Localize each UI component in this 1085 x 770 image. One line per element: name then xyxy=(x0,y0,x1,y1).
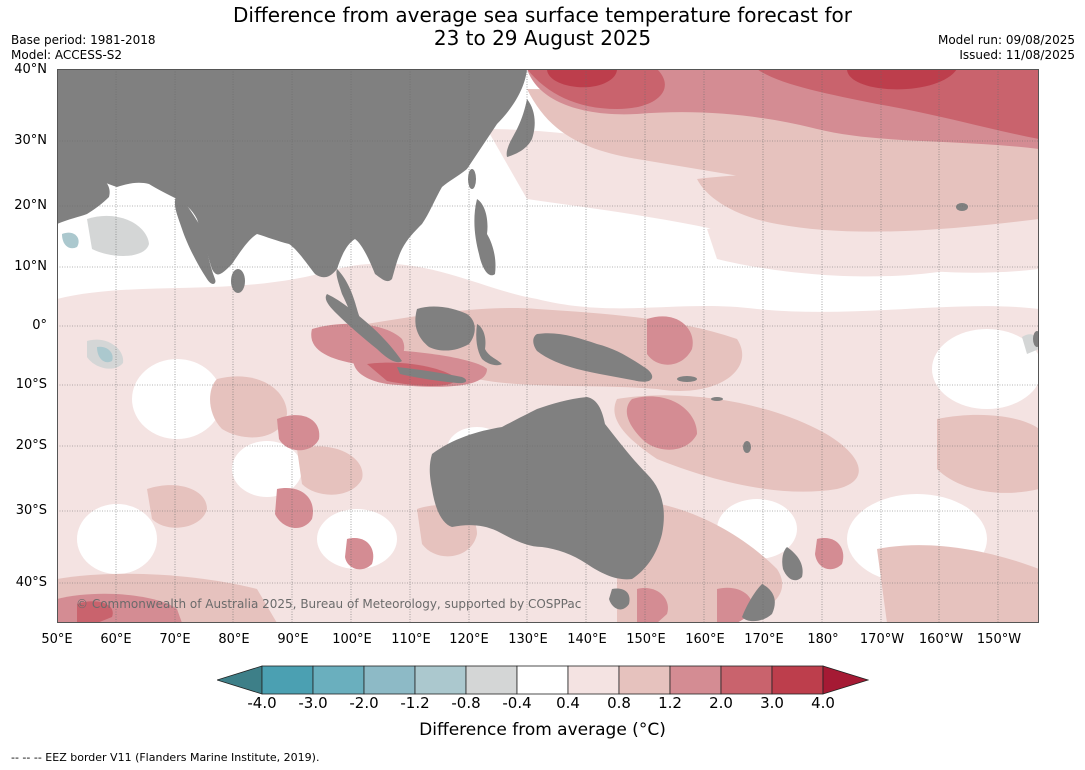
sst-anomaly-map xyxy=(57,69,1039,623)
lon-label-130e: 130°E xyxy=(508,632,548,647)
map-canvas xyxy=(57,69,1039,623)
lon-label-140e: 140°E xyxy=(567,632,607,647)
cb-tick-label: -3.0 xyxy=(298,694,328,712)
cb-tick-label: 0.8 xyxy=(607,694,631,712)
lon-label-150w: 150°W xyxy=(976,632,1022,647)
colorbar-segment xyxy=(720,665,773,695)
copyright-notice: © Commonwealth of Australia 2025, Bureau… xyxy=(76,597,582,611)
land-masses xyxy=(57,69,1039,622)
colorbar-extend-low xyxy=(217,665,263,695)
colorbar-segment xyxy=(771,665,824,695)
colorbar-segment xyxy=(618,665,671,695)
meta-right: Model run: 09/08/2025 Issued: 11/08/2025 xyxy=(938,33,1075,63)
issued-text: Issued: 11/08/2025 xyxy=(959,48,1075,62)
lon-label-170e: 170°E xyxy=(744,632,784,647)
colorbar-title-close: ) xyxy=(659,720,666,740)
lat-label-10n: 10°N xyxy=(14,259,47,274)
colorbar-segments xyxy=(217,665,869,695)
cb-tick-label: -2.0 xyxy=(349,694,379,712)
map-title: Difference from average sea surface temp… xyxy=(0,4,1085,50)
lat-label-30s: 30°S xyxy=(15,503,47,518)
model-text: Model: ACCESS-S2 xyxy=(11,48,123,62)
lat-label-40n: 40°N xyxy=(14,62,47,77)
colorbar-segment xyxy=(312,665,365,695)
meta-left: Base period: 1981-2018 Model: ACCESS-S2 xyxy=(11,33,156,63)
anomaly-band-3-0-4-0 xyxy=(547,69,957,90)
cb-tick-label: -0.4 xyxy=(502,694,532,712)
lat-label-30n: 30°N xyxy=(14,133,47,148)
lat-label-0: 0° xyxy=(32,318,47,333)
lon-label-120e: 120°E xyxy=(449,632,489,647)
cb-tick-label: 1.2 xyxy=(658,694,682,712)
lon-label-70e: 70°E xyxy=(159,632,191,647)
colorbar-segment xyxy=(363,665,416,695)
lat-label-10s: 10°S xyxy=(15,377,47,392)
model-run-text: Model run: 09/08/2025 xyxy=(937,33,1075,47)
cb-tick-label: -0.8 xyxy=(451,694,481,712)
lon-label-160e: 160°E xyxy=(685,632,725,647)
lat-label-20s: 20°S xyxy=(15,438,47,453)
lon-label-60e: 60°E xyxy=(100,632,132,647)
lon-label-90e: 90°E xyxy=(277,632,309,647)
lat-label-20n: 20°N xyxy=(14,198,47,213)
colorbar-segment xyxy=(516,665,569,695)
lon-label-170w: 170°W xyxy=(859,632,905,647)
lon-label-110e: 110°E xyxy=(391,632,431,647)
lon-label-160w: 160°W xyxy=(918,632,964,647)
cb-tick-label: -4.0 xyxy=(247,694,277,712)
lon-label-100e: 100°E xyxy=(332,632,372,647)
colorbar-title-text: Difference from average ( xyxy=(419,720,639,740)
colorbar-segment xyxy=(465,665,518,695)
lon-label-150e: 150°E xyxy=(626,632,666,647)
base-period-text: Base period: 1981-2018 xyxy=(11,33,156,47)
lon-label-50e: 50°E xyxy=(41,632,73,647)
colorbar-segment xyxy=(261,665,314,695)
map-gridlines xyxy=(57,69,1039,623)
cb-tick-label: 4.0 xyxy=(811,694,835,712)
eez-footnote: -- -- -- EEZ border V11 (Flanders Marine… xyxy=(11,751,320,764)
lon-label-180: 180° xyxy=(807,632,839,647)
lon-label-80e: 80°E xyxy=(218,632,250,647)
colorbar-extend-high xyxy=(822,665,869,695)
lat-label-40s: 40°S xyxy=(15,575,47,590)
cb-tick-label: 2.0 xyxy=(709,694,733,712)
colorbar-segment xyxy=(567,665,620,695)
colorbar-title-unit: °C xyxy=(638,720,660,740)
cb-tick-label: -1.2 xyxy=(400,694,430,712)
negative-anomaly-patches xyxy=(62,215,1039,369)
colorbar xyxy=(217,665,869,695)
map-border xyxy=(57,69,1039,623)
colorbar-segment xyxy=(669,665,722,695)
title-line-2: 23 to 29 August 2025 xyxy=(433,26,652,50)
cb-tick-label: 3.0 xyxy=(760,694,784,712)
colorbar-segment xyxy=(414,665,467,695)
colorbar-title: Difference from average (°C) xyxy=(0,720,1085,740)
title-line-1: Difference from average sea surface temp… xyxy=(232,3,852,27)
cb-tick-label: 0.4 xyxy=(556,694,580,712)
